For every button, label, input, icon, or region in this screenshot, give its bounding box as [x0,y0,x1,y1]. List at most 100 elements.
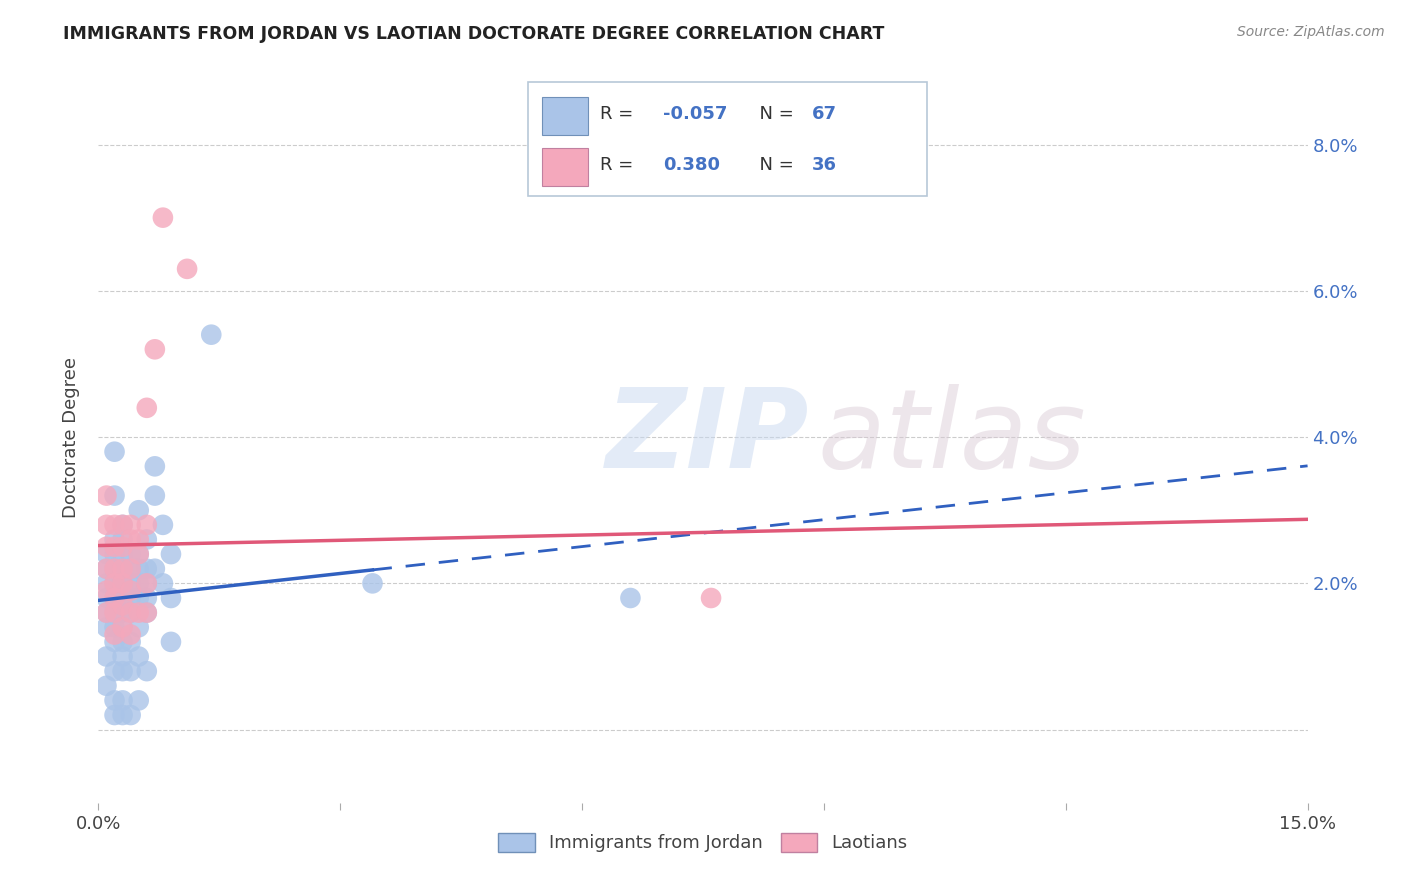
Text: 36: 36 [811,156,837,174]
Point [120,547,142,561]
Point [128,562,150,576]
Text: IMMIGRANTS FROM JORDAN VS LAOTIAN DOCTORATE DEGREE CORRELATION CHART: IMMIGRANTS FROM JORDAN VS LAOTIAN DOCTOR… [63,25,884,43]
Point [103,562,125,576]
Point [120,583,142,598]
Point [128,576,150,591]
Point [120,533,142,547]
Point [200,327,222,342]
Point [111,620,134,634]
Point [135,591,157,605]
Point [135,533,157,547]
Y-axis label: Doctorate Degree: Doctorate Degree [62,357,80,517]
Point [128,620,150,634]
Point [96,620,118,634]
Text: -0.057: -0.057 [664,105,727,123]
Point [103,606,125,620]
Text: R =: R = [600,156,645,174]
Point [176,261,198,276]
Point [135,606,157,620]
Point [96,540,118,554]
Point [103,517,125,532]
Point [111,591,134,605]
Legend: Immigrants from Jordan, Laotians: Immigrants from Jordan, Laotians [491,826,915,860]
Point [96,606,118,620]
Point [103,606,125,620]
Point [103,627,125,641]
Point [103,591,125,605]
Text: N =: N = [748,105,799,123]
Text: 0.380: 0.380 [664,156,720,174]
Point [152,211,174,225]
Point [103,664,125,678]
Point [103,620,125,634]
Point [96,562,118,576]
Point [111,708,134,723]
Point [128,547,150,561]
Point [143,562,166,576]
Point [135,664,157,678]
Bar [543,147,588,186]
Point [700,591,723,605]
Point [111,649,134,664]
Point [111,562,134,576]
Point [120,517,142,532]
Point [103,540,125,554]
Point [103,489,125,503]
Point [111,562,134,576]
FancyBboxPatch shape [527,82,927,195]
Text: atlas: atlas [818,384,1087,491]
Point [120,606,142,620]
Point [128,591,150,605]
Point [103,708,125,723]
Point [111,576,134,591]
Point [120,635,142,649]
Point [111,599,134,613]
Point [103,533,125,547]
Point [111,620,134,634]
Point [120,627,142,641]
Point [143,459,166,474]
Point [103,562,125,576]
Point [160,591,183,605]
Point [96,606,118,620]
Point [111,664,134,678]
Point [135,576,157,591]
Point [152,576,174,591]
Point [152,517,174,532]
Point [103,444,125,458]
Text: Source: ZipAtlas.com: Source: ZipAtlas.com [1237,25,1385,39]
Point [111,547,134,561]
Text: 67: 67 [811,105,837,123]
Point [120,664,142,678]
Point [111,635,134,649]
Point [128,606,150,620]
Point [103,591,125,605]
Point [120,606,142,620]
Point [160,547,183,561]
Text: R =: R = [600,105,640,123]
Point [111,693,134,707]
Point [120,708,142,723]
Point [103,693,125,707]
Point [111,517,134,532]
Point [96,517,118,532]
Point [111,533,134,547]
Point [120,562,142,576]
Point [103,547,125,561]
Point [103,576,125,591]
Point [96,562,118,576]
Point [111,540,134,554]
Bar [543,96,588,135]
Point [103,576,125,591]
Point [128,693,150,707]
Point [120,591,142,605]
Point [128,503,150,517]
Point [361,576,384,591]
Point [135,517,157,532]
Point [143,489,166,503]
Text: N =: N = [748,156,799,174]
Point [96,583,118,598]
Point [96,547,118,561]
Point [135,606,157,620]
Point [128,649,150,664]
